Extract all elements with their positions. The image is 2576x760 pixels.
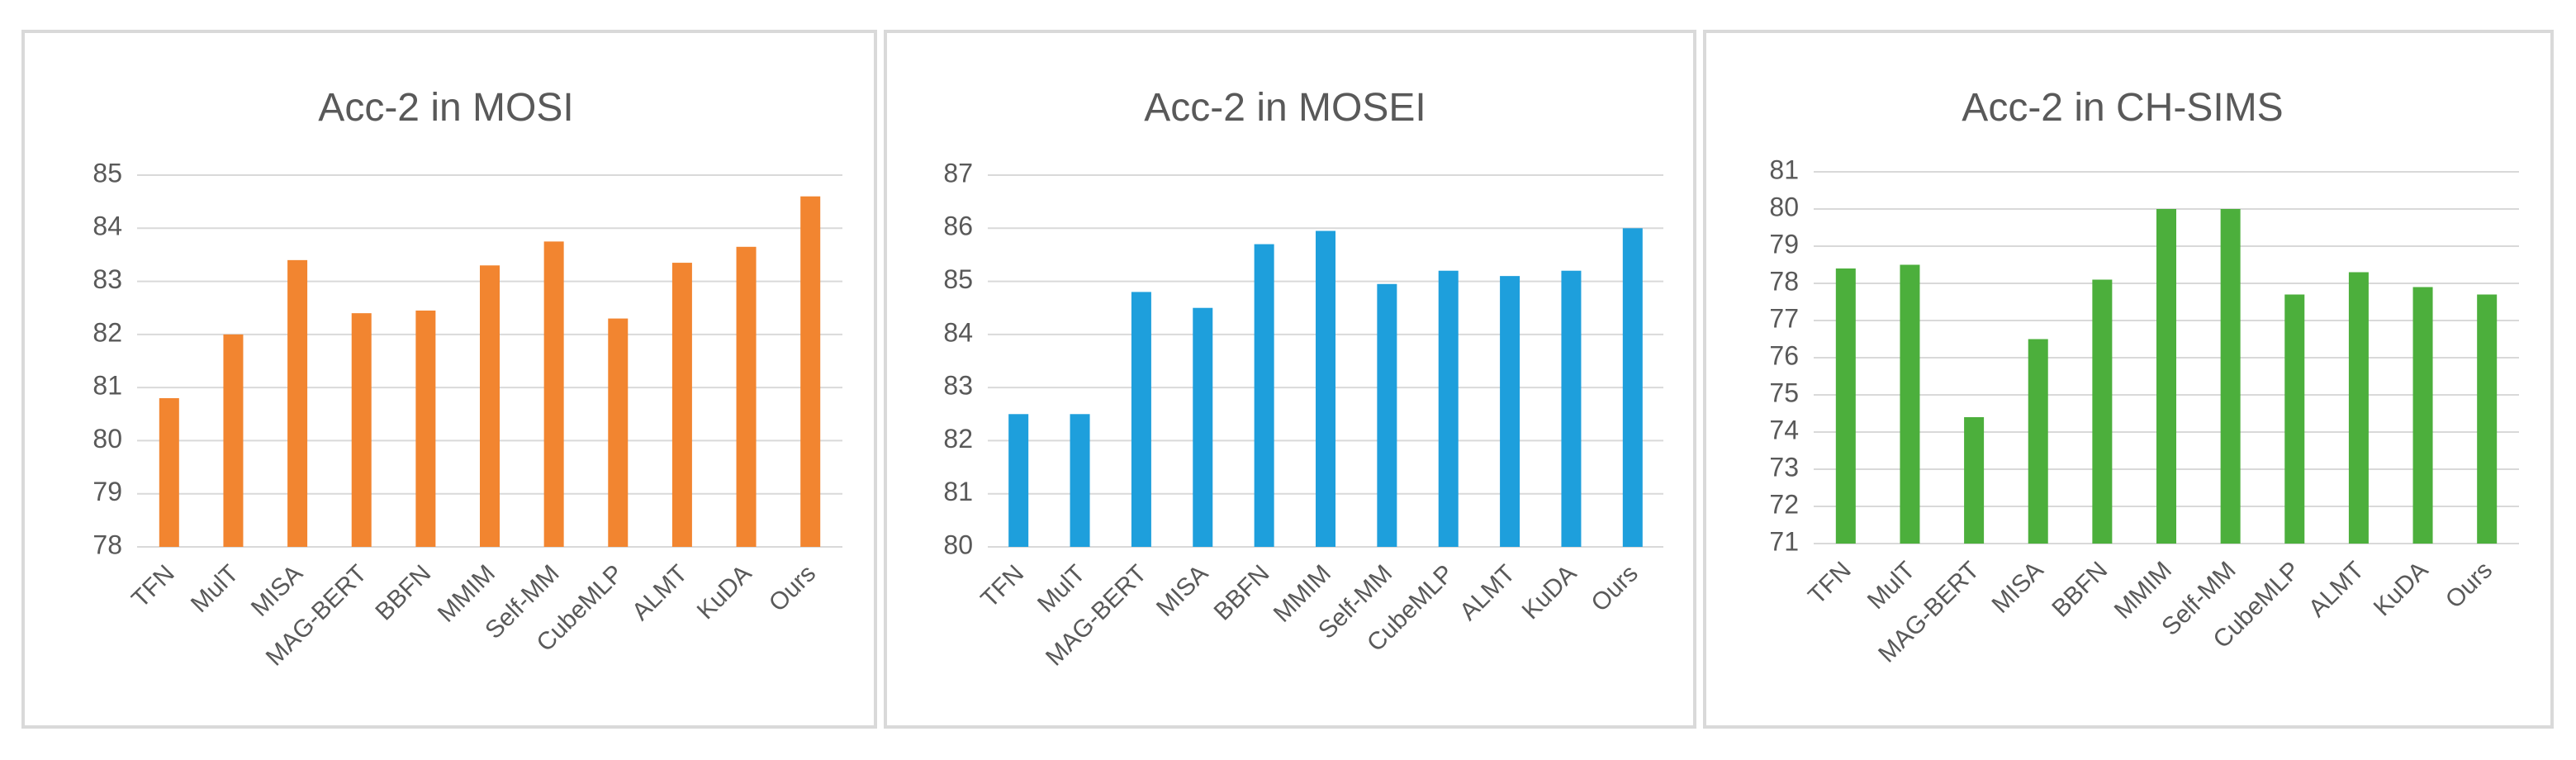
y-tick-label: 80 (943, 530, 973, 559)
bar-tfn (159, 398, 179, 547)
bar-almt (2348, 272, 2369, 544)
x-tick-label: MulT (186, 560, 244, 618)
bar-mult (1900, 264, 1920, 544)
y-tick-label: 81 (943, 477, 973, 506)
x-tick-label: MISA (1986, 557, 2048, 619)
y-tick-label: 81 (93, 371, 122, 401)
bar-mult (1070, 414, 1090, 547)
bar-mult (223, 334, 244, 547)
bar-mag-bert (1131, 292, 1151, 547)
x-tick-label: TFN (126, 560, 180, 614)
bar-cubemlp (608, 318, 629, 547)
y-tick-label: 85 (93, 158, 122, 188)
x-tick-label: BBFN (370, 560, 436, 626)
bar-tfn (1008, 414, 1029, 547)
y-tick-label: 80 (93, 424, 122, 454)
x-tick-label: ALMT (2303, 557, 2370, 623)
bar-mmim (1316, 230, 1335, 547)
x-tick-label: KuDA (692, 560, 757, 625)
bar-mag-bert (351, 313, 372, 547)
x-tick-label: ALMT (1454, 560, 1520, 626)
chart-title-mosei: Acc-2 in MOSEI (1144, 86, 1426, 130)
chart-ch-sims: Acc-2 in CH-SIMS 71 72 73 74 75 76 77 78 79 80 81 TF… (1769, 86, 2519, 668)
bar-kuda (736, 246, 757, 547)
y-tick-label: 75 (1769, 378, 1799, 407)
bar-almt (1500, 276, 1520, 547)
y-tick-label: 81 (1769, 154, 1799, 184)
x-tick-label: TFN (976, 560, 1030, 614)
y-tick-label: 80 (1769, 192, 1799, 221)
bar-mmim (480, 265, 500, 547)
x-tick-label: MulT (1032, 560, 1090, 618)
y-tick-label: 78 (1769, 266, 1799, 296)
chart-title-mosi: Acc-2 in MOSI (318, 86, 573, 130)
chart-mosi: Acc-2 in MOSI 78 79 80 81 82 83 84 85 TFN MulT MISA… (93, 86, 842, 672)
bar-bbfn (1254, 244, 1274, 547)
bar-kuda (2412, 287, 2433, 544)
bar-ours (800, 196, 821, 547)
x-tick-label: Ours (1586, 560, 1643, 617)
y-tick-label: 83 (93, 264, 122, 294)
y-tick-label: 71 (1769, 526, 1799, 556)
x-tick-label: MISA (1151, 560, 1213, 622)
y-tick-label: 73 (1769, 452, 1799, 482)
chart-panel-mosei: Acc-2 in MOSEI 80 81 82 83 84 85 86 87 TFN MulT MAG… (884, 30, 1696, 729)
chart-panel-ch-sims: Acc-2 in CH-SIMS 71 72 73 74 75 76 77 78 79 80 81 TF… (1703, 30, 2554, 729)
x-tick-label: ALMT (627, 560, 693, 626)
x-tick-label: TFN (1803, 557, 1857, 610)
bar-almt (671, 263, 692, 547)
bar-misa (1193, 307, 1213, 547)
bar-self-mm (543, 241, 564, 547)
bar-bbfn (2092, 279, 2113, 544)
x-tick-label: KuDA (2369, 557, 2434, 622)
x-tick-label: KuDA (1517, 560, 1582, 625)
bar-mag-bert (1964, 417, 1985, 544)
bar-self-mm (1377, 283, 1397, 547)
y-tick-label: 86 (943, 211, 973, 241)
bar-ours (1622, 228, 1643, 547)
bar-bbfn (415, 310, 436, 547)
bar-misa (2028, 339, 2048, 544)
x-tick-label: BBFN (1209, 560, 1275, 626)
bar-ours (2477, 294, 2498, 544)
y-tick-label: 79 (93, 477, 122, 506)
y-tick-label: 82 (93, 317, 122, 347)
x-tick-label: Ours (764, 560, 821, 617)
y-tick-label: 77 (1769, 303, 1799, 333)
x-tick-label: MulT (1862, 557, 1920, 615)
y-tick-label: 74 (1769, 415, 1799, 444)
y-tick-label: 78 (93, 530, 122, 559)
x-tick-label: Ours (2441, 557, 2498, 614)
bar-kuda (1561, 270, 1582, 547)
y-tick-label: 72 (1769, 489, 1799, 519)
bar-cubemlp (1438, 270, 1459, 547)
y-tick-label: 84 (943, 317, 973, 347)
bar-cubemlp (2284, 294, 2305, 544)
y-tick-label: 83 (943, 371, 973, 401)
bar-misa (287, 259, 308, 547)
y-tick-label: 87 (943, 158, 973, 188)
bar-tfn (1835, 268, 1856, 544)
y-tick-label: 85 (943, 264, 973, 294)
y-tick-label: 82 (943, 424, 973, 454)
chart-title-ch-sims: Acc-2 in CH-SIMS (1962, 86, 2283, 130)
chart-panel-mosi: Acc-2 in MOSI 78 79 80 81 82 83 84 85 TFN MulT MISA… (21, 30, 877, 729)
y-tick-label: 76 (1769, 340, 1799, 370)
bar-self-mm (2220, 209, 2241, 544)
y-tick-label: 79 (1769, 229, 1799, 259)
x-tick-label: BBFN (2047, 557, 2113, 623)
bar-mmim (2156, 209, 2176, 544)
x-tick-label: MISA (246, 560, 308, 622)
y-tick-label: 84 (93, 211, 122, 241)
